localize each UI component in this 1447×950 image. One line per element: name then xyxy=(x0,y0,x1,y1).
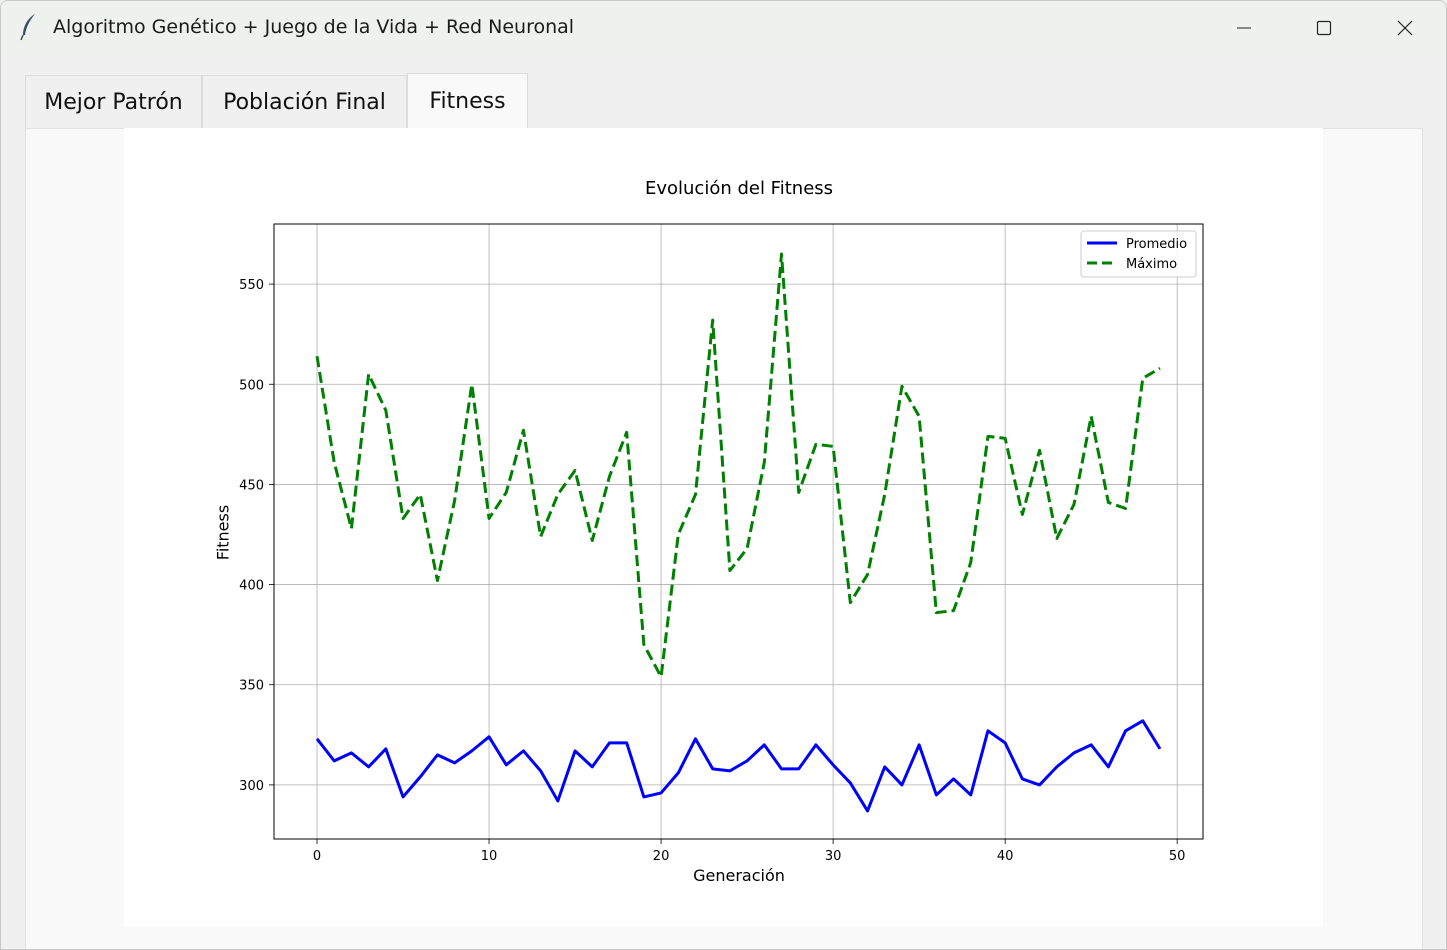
series-line-maximo xyxy=(315,252,1161,679)
y-tick-label: 350 xyxy=(239,679,264,694)
title-bar[interactable]: Algoritmo Genético + Juego de la Vida + … xyxy=(1,1,1446,55)
x-tick-label: 30 xyxy=(825,849,842,864)
chart-figure: Evolución del Fitness Generación Fitness… xyxy=(124,128,1323,927)
x-tick-label: 40 xyxy=(997,849,1014,864)
series-line-promedio xyxy=(315,719,1162,813)
x-tick-label: 50 xyxy=(1169,849,1186,864)
chart-svg: 0 10 20 30 40 50 300 350 400 450 500 550 Promedio Máx… xyxy=(239,223,1204,864)
y-tick-label: 450 xyxy=(239,478,264,493)
y-tick-label: 400 xyxy=(239,579,264,594)
maximize-icon xyxy=(1316,20,1332,36)
plot-frame xyxy=(273,223,1204,840)
minimize-button[interactable] xyxy=(1204,1,1284,55)
window-title: Algoritmo Genético + Juego de la Vida + … xyxy=(53,16,575,38)
close-icon xyxy=(1397,20,1413,36)
y-tick-label: 300 xyxy=(239,779,264,794)
legend-label: Promedio xyxy=(1126,237,1187,252)
x-tick-label: 0 xyxy=(313,849,321,864)
x-tick-label: 20 xyxy=(653,849,670,864)
y-tick-label: 550 xyxy=(239,278,264,293)
chart-title: Evolución del Fitness xyxy=(644,178,834,199)
maximize-button[interactable] xyxy=(1284,1,1364,55)
tab-fitness[interactable]: Fitness xyxy=(407,73,528,128)
minimize-icon xyxy=(1237,27,1251,29)
tab-poblacion-final[interactable]: Población Final xyxy=(202,75,407,128)
tab-mejor-patron[interactable]: Mejor Patrón xyxy=(25,75,202,128)
feather-icon xyxy=(20,14,35,41)
y-tick-label: 500 xyxy=(239,378,264,393)
close-button[interactable] xyxy=(1365,1,1445,55)
legend-label: Máximo xyxy=(1126,257,1177,272)
x-tick-label: 10 xyxy=(481,849,498,864)
x-axis-label: Generación xyxy=(693,866,785,885)
